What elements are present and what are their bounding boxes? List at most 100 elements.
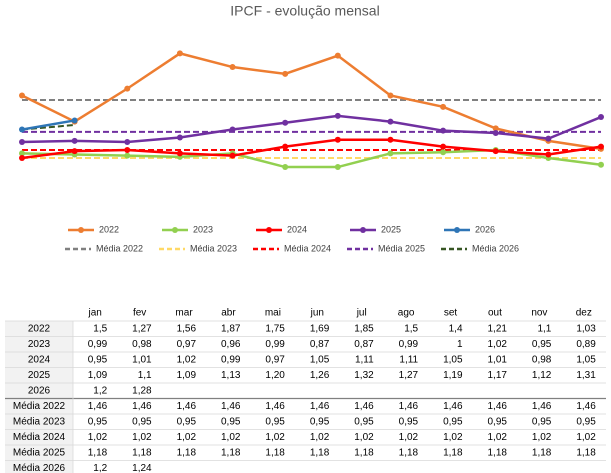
row-label-bg (5, 321, 73, 473)
column-header: mai (265, 308, 281, 319)
point (282, 143, 289, 150)
table-cell: 1,02 (443, 432, 463, 443)
table-cell: 0,95 (177, 416, 197, 427)
table-cell: 1,18 (265, 447, 285, 458)
table-cell: 0,95 (88, 354, 108, 365)
series-line (21, 114, 602, 144)
table-cell: 1,20 (265, 370, 285, 381)
table-cell: 0,99 (88, 339, 108, 350)
table-cell: 1,18 (576, 447, 596, 458)
point (440, 143, 447, 150)
point (492, 125, 499, 132)
table-cell: 0,95 (576, 416, 596, 427)
table-cell: 1,26 (310, 370, 330, 381)
table-cell: 0,99 (399, 339, 419, 350)
legend-label: 2026 (475, 224, 495, 234)
legend-marker (266, 227, 272, 233)
table-cell: 1,32 (354, 370, 374, 381)
table-cell: 1,01 (487, 354, 507, 365)
table-cell: 1,01 (132, 354, 152, 365)
point (71, 148, 78, 155)
legend-label: 2024 (287, 224, 307, 234)
point (387, 136, 394, 143)
table-cell: 1,69 (310, 323, 330, 334)
column-header: out (488, 308, 502, 319)
table-cell: 0,89 (576, 339, 596, 350)
legend-marker (172, 227, 178, 233)
table-cell: 1,46 (576, 401, 596, 412)
table-cell: 1,18 (443, 447, 463, 458)
table-cell: 1,46 (265, 401, 285, 412)
table-cell: 1,87 (221, 323, 241, 334)
table-cell: 0,99 (265, 339, 285, 350)
table-cell: 1,18 (132, 447, 152, 458)
table-cell: 1,02 (399, 432, 419, 443)
point (282, 119, 289, 126)
chart-title: IPCF - evolução mensal (230, 3, 379, 19)
table-cell: 1,27 (399, 370, 419, 381)
column-header: ago (398, 308, 415, 319)
table-cell: 1,02 (576, 432, 596, 443)
point (19, 150, 25, 157)
row-label: 2025 (28, 370, 51, 381)
point (598, 114, 604, 121)
series-line (21, 119, 75, 131)
legend-label: Média 2023 (190, 243, 237, 253)
column-header: nov (531, 308, 547, 319)
legend-label: Média 2022 (96, 243, 143, 253)
point (334, 52, 341, 59)
table-cell: 1,21 (487, 323, 507, 334)
table-cell: 1,05 (576, 354, 596, 365)
column-header: fev (133, 308, 146, 319)
point (19, 154, 25, 161)
point (282, 164, 289, 171)
table-cell: 1,18 (221, 447, 241, 458)
table-cell: 1,2 (93, 463, 107, 473)
column-header: jul (356, 308, 367, 319)
point (440, 149, 447, 156)
point (334, 136, 341, 143)
table-cell: 1,46 (532, 401, 552, 412)
table-cell: 1,12 (532, 370, 552, 381)
table-cell: 0,99 (221, 354, 241, 365)
table-cell: 1,1 (537, 323, 551, 334)
point (545, 151, 552, 158)
table-cell: 1,09 (88, 370, 108, 381)
table-cell: 1,31 (576, 370, 596, 381)
series-line (21, 138, 602, 160)
table-cell: 1,18 (88, 447, 108, 458)
table-cell: 1,75 (265, 323, 285, 334)
table-cell: 0,95 (532, 416, 552, 427)
table-cell: 1,85 (354, 323, 374, 334)
table-cell: 1,27 (132, 323, 152, 334)
table-cell: 1,46 (354, 401, 374, 412)
table-cell: 1,2 (93, 385, 107, 396)
point (124, 147, 131, 153)
legend-label: 2022 (99, 224, 119, 234)
point (71, 137, 78, 144)
table-cell: 1,46 (443, 401, 463, 412)
series-line (21, 52, 602, 151)
table-cell: 0,97 (265, 354, 285, 365)
table-cell: 1,17 (487, 370, 507, 381)
point (598, 143, 604, 150)
point (71, 117, 78, 124)
point (387, 118, 394, 125)
table-cell: 1,46 (88, 401, 108, 412)
row-label: 2024 (28, 354, 51, 365)
column-header: set (444, 308, 458, 319)
table-cell: 0,98 (532, 354, 552, 365)
table-cell: 1,46 (487, 401, 507, 412)
legend-label: Média 2025 (378, 243, 425, 253)
point (440, 103, 447, 110)
legend-label: 2025 (381, 224, 401, 234)
table-cell: 1,46 (310, 401, 330, 412)
point (492, 129, 499, 136)
row-label: Média 2022 (13, 401, 66, 412)
table-cell: 1,13 (221, 370, 241, 381)
table-cell: 1,28 (132, 385, 152, 396)
row-label: Média 2024 (13, 432, 66, 443)
table-cell: 1,02 (487, 339, 507, 350)
table-cell: 1,18 (354, 447, 374, 458)
